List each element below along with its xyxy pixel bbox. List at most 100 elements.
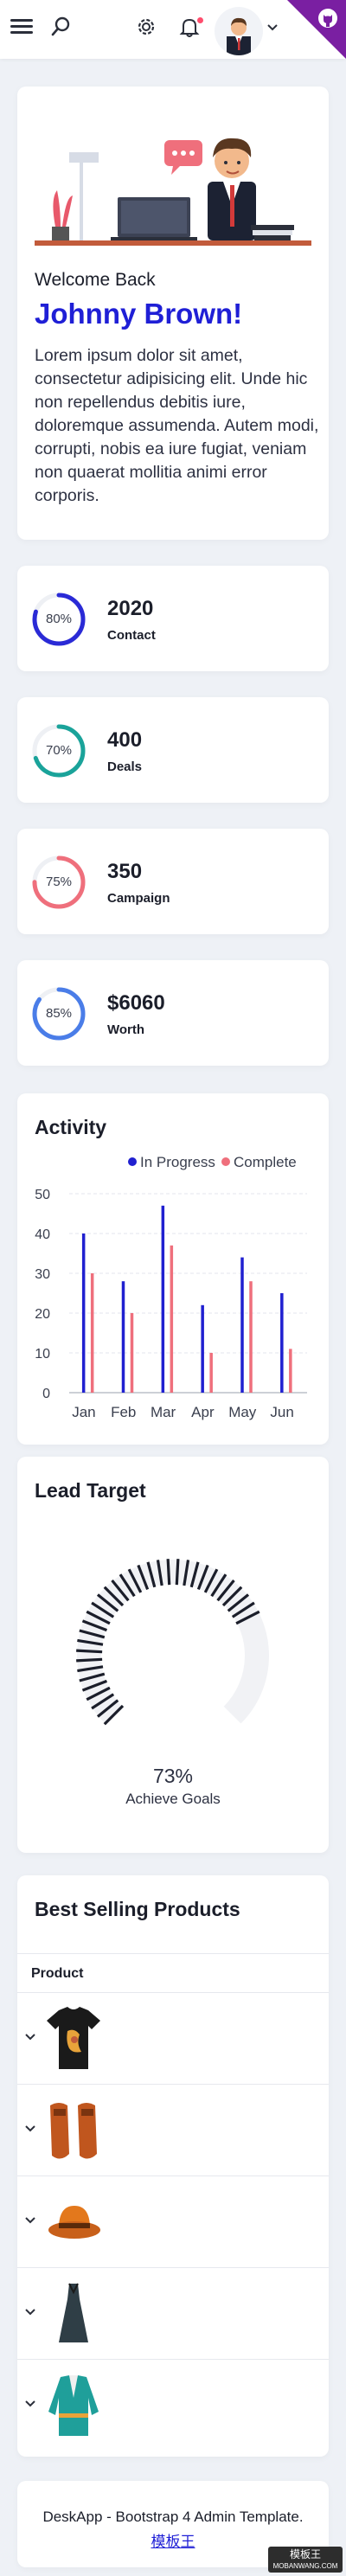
search-icon[interactable] — [50, 16, 73, 38]
lead-target-card: Lead Target 73% Achieve Goals — [17, 1457, 329, 1853]
best-selling-products-card: Best Selling Products Product — [17, 1875, 329, 2457]
products-title: Best Selling Products — [35, 1898, 240, 1920]
chevron-down-icon[interactable] — [24, 2214, 36, 2227]
chevron-down-icon[interactable] — [24, 2031, 36, 2043]
y-tick-label: 30 — [35, 1267, 50, 1282]
legend-label: In Progress — [140, 1154, 215, 1170]
hat-image — [48, 2206, 100, 2239]
stat-percent: 75% — [45, 875, 73, 889]
github-corner[interactable] — [287, 0, 346, 59]
stat-label: Campaign — [107, 891, 170, 906]
welcome-description: Lorem ipsum dolor sit amet, consectetur … — [35, 346, 319, 505]
welcome-illustration — [35, 138, 311, 246]
table-row[interactable] — [17, 1993, 329, 2085]
gauge-caption: Achieve Goals — [125, 1791, 221, 1807]
x-tick-label: Jan — [72, 1404, 95, 1420]
shoes-image — [50, 2103, 97, 2159]
table-header: Product — [17, 1953, 329, 1993]
x-tick-label: Apr — [191, 1404, 215, 1420]
chevron-down-icon[interactable] — [24, 2123, 36, 2135]
chevron-down-icon[interactable] — [24, 2398, 36, 2410]
gauge-tick — [235, 1610, 260, 1625]
legend-in-progress[interactable]: In Progress — [128, 1154, 215, 1171]
bar-complete-apr[interactable] — [209, 1353, 213, 1393]
welcome-user-name: Johnny Brown! — [35, 298, 243, 330]
table-row[interactable] — [17, 2085, 329, 2176]
gauge-tick — [231, 1601, 255, 1618]
gauge-tick — [103, 1704, 125, 1726]
progress-ring — [32, 855, 86, 909]
gauge-tick — [175, 1559, 180, 1586]
watermark-logo: 模板王 MOBANWANG.COM — [268, 2547, 343, 2573]
bar-in-progress-feb[interactable] — [121, 1281, 125, 1393]
bar-complete-may[interactable] — [249, 1281, 253, 1393]
gauge-tick — [96, 1593, 119, 1612]
bar-complete-jan[interactable] — [90, 1273, 94, 1393]
avatar[interactable] — [215, 7, 263, 55]
gauge-tick — [86, 1610, 111, 1625]
notification-dot — [197, 17, 203, 23]
table-row[interactable] — [17, 2268, 329, 2360]
gauge-tick — [76, 1657, 103, 1663]
bar-complete-jun[interactable] — [289, 1349, 292, 1393]
gauge-tick — [77, 1665, 104, 1673]
gauge-tick — [210, 1573, 227, 1598]
gauge-tick — [111, 1579, 130, 1602]
gauge-tick — [189, 1561, 200, 1588]
stat-card-deals: 70% 400 Deals — [17, 697, 329, 803]
welcome-card: Welcome Back Johnny Brown! Lorem ipsum d… — [17, 87, 329, 540]
gauge-tick — [91, 1693, 115, 1710]
gauge-tick — [79, 1629, 106, 1639]
legend-label: Complete — [234, 1154, 297, 1170]
table-row[interactable] — [17, 2176, 329, 2268]
lead-target-title: Lead Target — [35, 1479, 146, 1502]
stat-percent: 70% — [45, 743, 73, 758]
gauge-tick — [119, 1573, 136, 1598]
legend-complete[interactable]: Complete — [221, 1154, 297, 1171]
column-product: Product — [31, 1966, 84, 1981]
y-tick-label: 40 — [35, 1227, 50, 1242]
stat-value: 2020 — [107, 597, 154, 620]
stat-card-worth: 85% $6060 Worth — [17, 960, 329, 1066]
gauge-tick — [91, 1601, 115, 1618]
table-row[interactable] — [17, 2360, 329, 2451]
gauge-tick — [96, 1699, 119, 1718]
legend-dot — [128, 1157, 137, 1166]
menu-icon[interactable] — [10, 16, 33, 38]
stat-card-campaign: 75% 350 Campaign — [17, 829, 329, 934]
bar-in-progress-jan[interactable] — [81, 1234, 86, 1393]
gauge-tick — [86, 1686, 111, 1701]
gear-icon[interactable] — [135, 16, 157, 38]
gauge-tick — [196, 1564, 209, 1591]
stat-percent: 85% — [45, 1006, 73, 1021]
bell-icon[interactable] — [178, 16, 201, 38]
gauge-tick — [183, 1560, 190, 1586]
gauge-tick — [79, 1672, 106, 1682]
gauge-tick — [103, 1586, 125, 1607]
bar-in-progress-jun[interactable] — [280, 1293, 284, 1393]
jacket-image — [48, 2375, 99, 2436]
chevron-down-icon[interactable] — [266, 22, 279, 34]
gauge-tick — [221, 1586, 243, 1607]
bar-in-progress-mar[interactable] — [161, 1205, 165, 1393]
gauge-tick — [203, 1568, 219, 1593]
gauge-tick — [127, 1568, 143, 1593]
x-tick-label: Feb — [111, 1404, 136, 1420]
gauge-tick — [81, 1619, 108, 1632]
progress-ring — [32, 724, 86, 778]
bar-in-progress-may[interactable] — [240, 1257, 244, 1393]
stat-percent: 80% — [45, 612, 73, 626]
y-tick-label: 10 — [35, 1347, 50, 1362]
bar-complete-feb[interactable] — [130, 1313, 134, 1393]
stat-label: Deals — [107, 759, 143, 774]
chevron-down-icon[interactable] — [24, 2306, 36, 2318]
footer-link[interactable]: 模板王 — [151, 2534, 195, 2550]
bar-in-progress-apr[interactable] — [201, 1304, 204, 1393]
gauge-tick — [137, 1564, 150, 1591]
bar-complete-mar[interactable] — [170, 1245, 174, 1393]
activity-title: Activity — [35, 1116, 107, 1138]
github-icon[interactable] — [317, 7, 339, 29]
legend-dot — [221, 1157, 230, 1166]
lead-gauge — [76, 1559, 269, 1726]
stat-card-contact: 80% 2020 Contact — [17, 566, 329, 671]
